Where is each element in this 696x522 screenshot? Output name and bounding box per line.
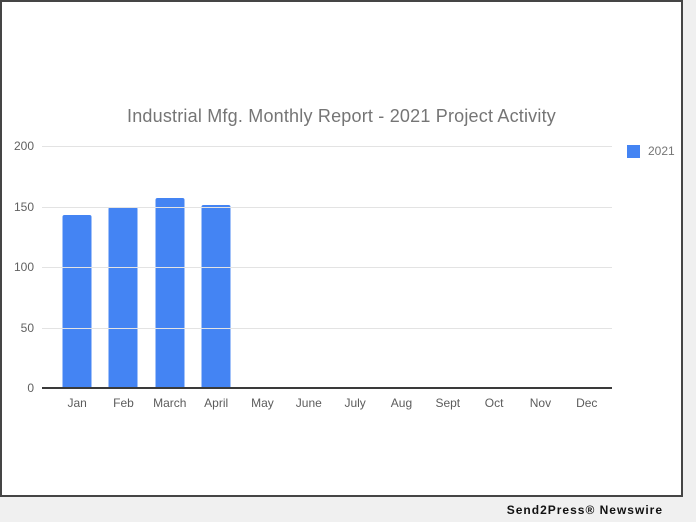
footer: Send2Press® Newswire [0, 497, 696, 522]
legend-swatch-icon [627, 144, 640, 158]
bar-march [155, 198, 185, 388]
month-column-june: June [286, 146, 332, 410]
x-axis-label: Sept [435, 396, 461, 410]
bars-row: Jan Feb March April May June July Aug Sept Oct Nov… [54, 146, 610, 410]
bar-jan [62, 214, 92, 388]
x-axis-label: May [251, 396, 274, 410]
legend: 2021 [627, 144, 675, 158]
month-column-feb: Feb [100, 146, 146, 410]
y-axis-tick-label: 150 [13, 199, 34, 214]
chart-card: Industrial Mfg. Monthly Report - 2021 Pr… [0, 0, 683, 497]
gridline [42, 327, 612, 329]
x-axis-label: Aug [390, 396, 413, 410]
x-axis-label: March [153, 396, 187, 410]
month-column-oct: Oct [471, 146, 517, 410]
x-axis-label: June [295, 396, 322, 410]
month-column-may: May [239, 146, 285, 410]
x-axis-label: Dec [576, 396, 598, 410]
month-column-july: July [332, 146, 378, 410]
month-column-nov: Nov [517, 146, 563, 410]
plot-area: Jan Feb March April May June July Aug Sept Oct Nov… [14, 140, 612, 410]
y-axis-tick-label: 0 [27, 381, 34, 395]
x-axis-label: Feb [113, 396, 134, 410]
y-axis-tick-label: 200 [13, 139, 34, 153]
bar-april [201, 205, 231, 388]
gridline [42, 206, 612, 208]
month-column-april: April [193, 146, 239, 410]
gridline [42, 146, 612, 147]
x-axis-label: July [344, 396, 366, 410]
month-column-march: March [147, 146, 193, 410]
y-axis-tick-label: 100 [13, 260, 34, 274]
month-column-jan: Jan [54, 146, 100, 410]
month-column-aug: Aug [378, 146, 424, 410]
x-axis-label: April [204, 396, 229, 410]
month-column-sept: Sept [425, 146, 471, 410]
gridline [42, 267, 612, 268]
legend-label: 2021 [648, 144, 675, 158]
x-axis-label: Jan [67, 396, 87, 410]
footer-brand: Send2Press® Newswire [506, 502, 663, 517]
chart-title: Industrial Mfg. Monthly Report - 2021 Pr… [127, 106, 556, 126]
x-axis-label: Nov [529, 396, 552, 410]
y-axis-tick-label: 50 [20, 320, 34, 335]
x-axis-line [42, 387, 612, 389]
bar-feb [108, 206, 138, 388]
x-axis-label: Oct [484, 396, 504, 410]
month-column-dec: Dec [564, 146, 610, 410]
